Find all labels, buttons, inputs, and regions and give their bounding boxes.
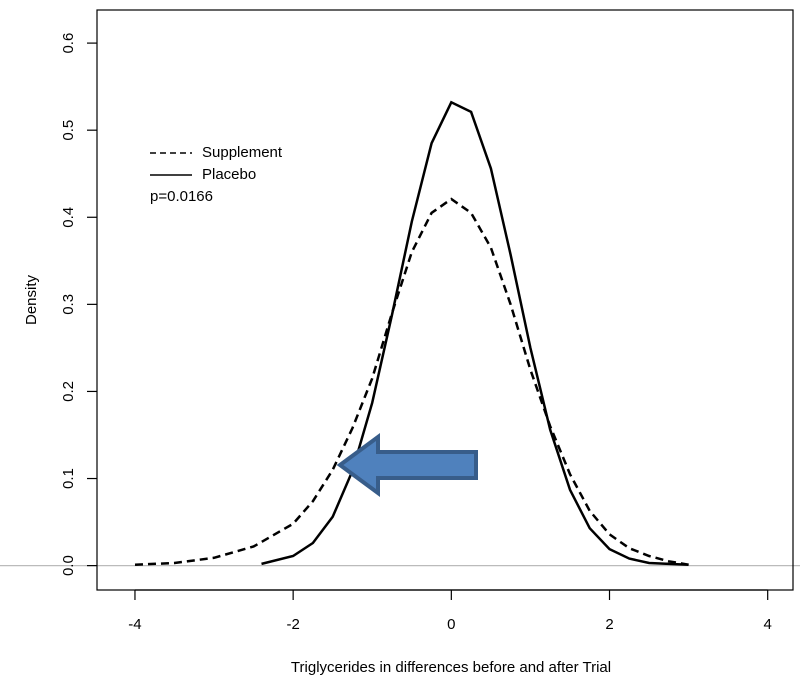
arrow	[336, 433, 478, 497]
y-tick-label: 0.2	[60, 381, 77, 402]
y-axis-label: Density	[23, 274, 40, 325]
plot-box	[96, 9, 794, 591]
y-tick-label: 0.4	[60, 207, 77, 228]
x-tick-label: 0	[447, 616, 455, 633]
y-tick-label: 0.0	[60, 555, 77, 576]
y-tick-label: 0.6	[60, 33, 77, 54]
y-tick-label: 0.5	[60, 120, 77, 141]
x-tick-label: -2	[286, 616, 299, 633]
density-line	[134, 197, 689, 566]
density-line	[261, 100, 689, 566]
x-axis-label: Triglycerides in differences before and …	[291, 659, 611, 676]
x-tick-label: 4	[764, 616, 772, 633]
y-tick-label: 0.3	[60, 294, 77, 315]
legend-label: Placebo	[202, 166, 256, 183]
x-tick-label: -4	[128, 616, 141, 633]
y-tick-label: 0.1	[60, 468, 77, 489]
x-tick-label: 2	[605, 616, 613, 633]
annotation: p=0.0166	[150, 188, 213, 205]
legend-label: Supplement	[202, 144, 283, 161]
